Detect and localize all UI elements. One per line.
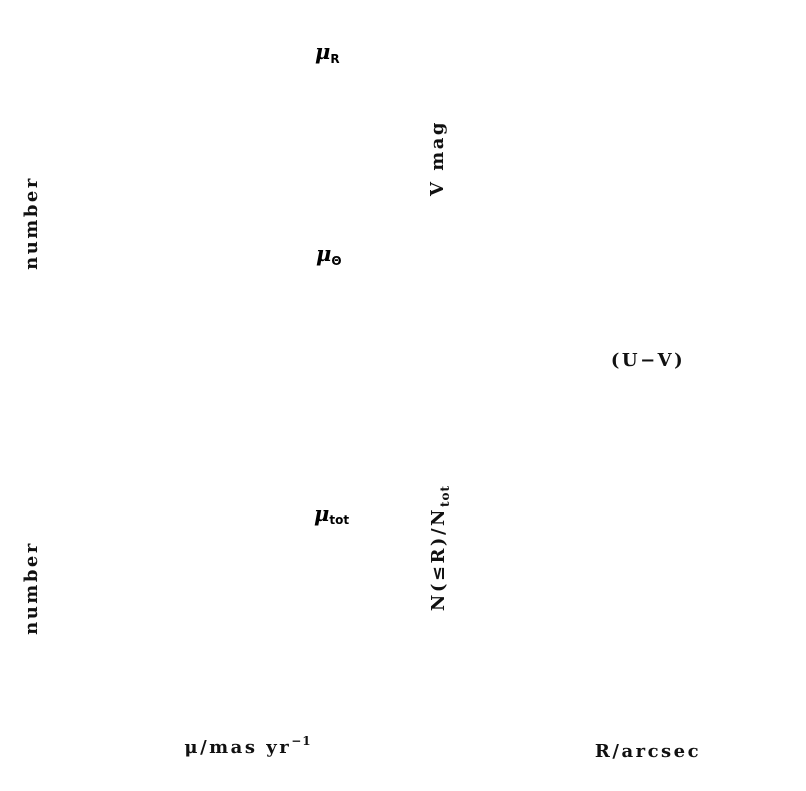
y-axis-title-subscript: tot: [438, 485, 452, 507]
mu-theta-annotation: μΘ: [316, 241, 342, 268]
cumulative-y-axis-title: N(≤R)/Ntot: [428, 485, 452, 611]
mu-r-annotation: μR: [315, 39, 340, 66]
mu-symbol: μ: [316, 241, 331, 266]
cmd-x-axis-title: (U−V): [611, 350, 685, 371]
mu-symbol: μ: [314, 501, 329, 526]
mu-symbol: μ: [315, 39, 330, 64]
bottom-left-y-axis-title: number: [21, 541, 42, 635]
x-axis-title-superscript: −1: [291, 734, 311, 748]
top-left-y-axis-title: number: [21, 176, 42, 270]
left-x-axis-title: μ/mas yr−1: [184, 734, 311, 758]
annotation-subscript: tot: [329, 513, 349, 527]
x-axis-title-text: μ/mas yr: [184, 737, 291, 758]
annotation-subscript: Θ: [331, 254, 341, 268]
y-axis-title-text: N(≤R)/N: [428, 507, 449, 611]
annotation-subscript: R: [330, 52, 339, 66]
mu-tot-annotation: μtot: [314, 501, 349, 527]
cumulative-x-axis-title: R/arcsec: [595, 741, 701, 762]
cmd-y-axis-title: V mag: [427, 120, 448, 197]
